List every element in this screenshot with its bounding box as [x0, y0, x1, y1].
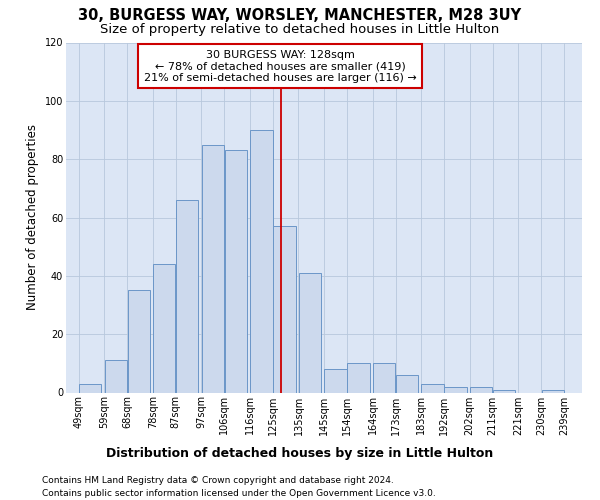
Bar [325, 369, 347, 392]
Text: 30, BURGESS WAY, WORSLEY, MANCHESTER, M28 3UY: 30, BURGESS WAY, WORSLEY, MANCHESTER, M2… [79, 8, 521, 22]
Bar [79, 384, 101, 392]
Bar [202, 144, 224, 392]
Bar [470, 386, 492, 392]
Bar [542, 390, 564, 392]
Bar [128, 290, 150, 392]
Text: Size of property relative to detached houses in Little Hulton: Size of property relative to detached ho… [100, 22, 500, 36]
Bar [396, 375, 418, 392]
Bar [347, 364, 370, 392]
Bar [153, 264, 175, 392]
Bar [493, 390, 515, 392]
Y-axis label: Number of detached properties: Number of detached properties [26, 124, 39, 310]
Bar [176, 200, 199, 392]
Text: Distribution of detached houses by size in Little Hulton: Distribution of detached houses by size … [106, 448, 494, 460]
Text: Contains public sector information licensed under the Open Government Licence v3: Contains public sector information licen… [42, 489, 436, 498]
Bar [273, 226, 296, 392]
Bar [373, 364, 395, 392]
Text: Contains HM Land Registry data © Crown copyright and database right 2024.: Contains HM Land Registry data © Crown c… [42, 476, 394, 485]
Bar [225, 150, 247, 392]
Bar [250, 130, 272, 392]
Bar [105, 360, 127, 392]
Text: 30 BURGESS WAY: 128sqm
← 78% of detached houses are smaller (419)
21% of semi-de: 30 BURGESS WAY: 128sqm ← 78% of detached… [144, 50, 416, 82]
Bar [421, 384, 443, 392]
Bar [445, 386, 467, 392]
Bar [299, 273, 321, 392]
